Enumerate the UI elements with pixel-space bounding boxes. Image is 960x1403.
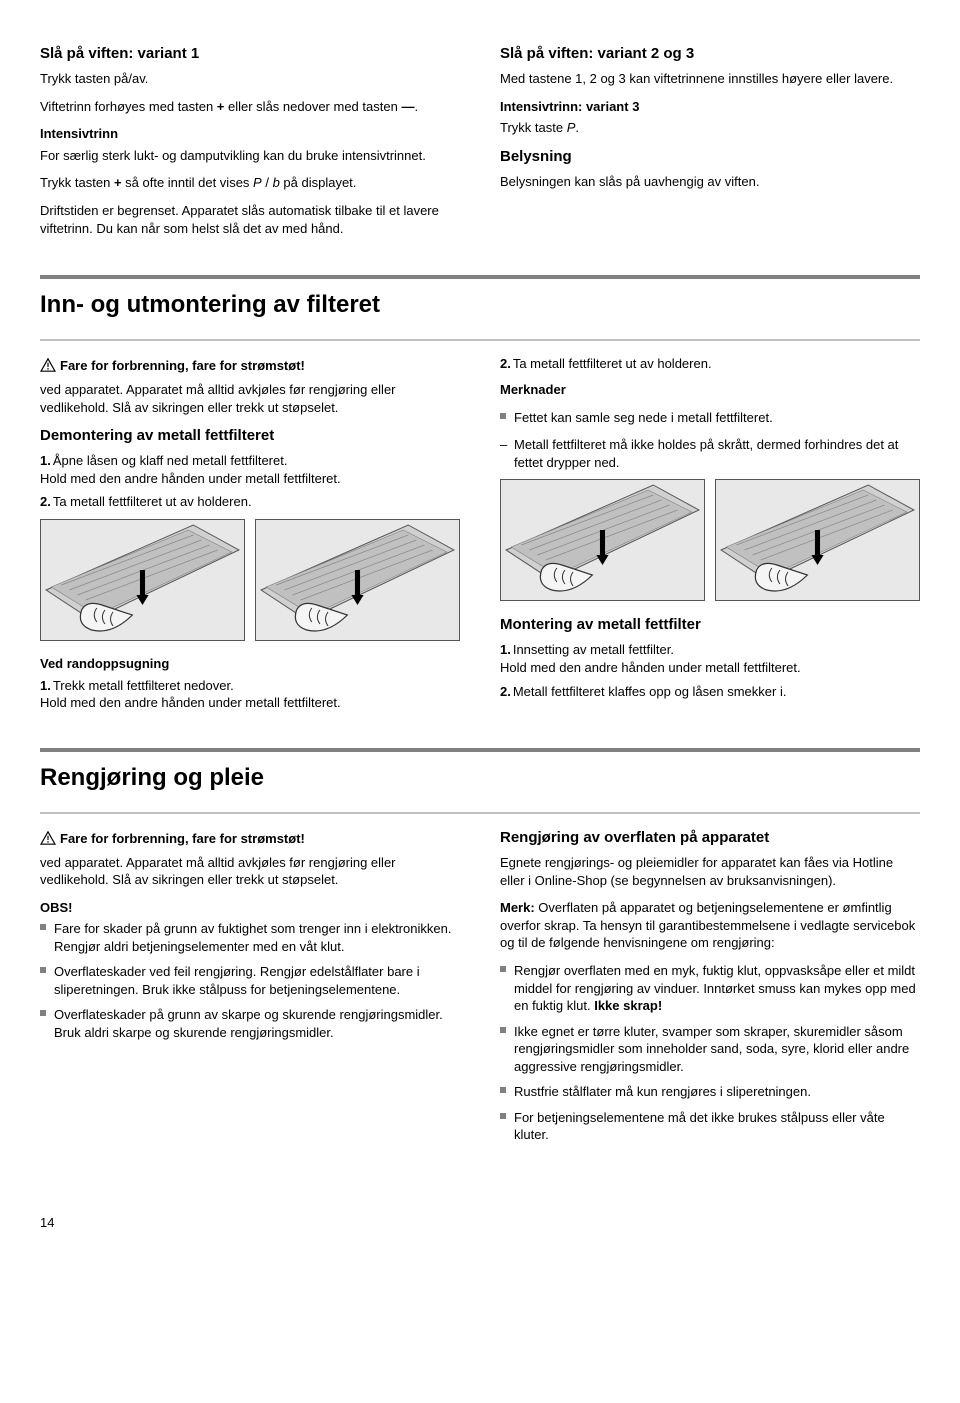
list-item: 2.Ta metall fettfilteret ut av holderen. [40,493,460,511]
heading-belysning: Belysning [500,147,920,167]
cleaning-list: Rengjør overflaten med en myk, fuktig kl… [500,962,920,1144]
list-item: 2.Ta metall fettfilteret ut av holderen. [500,355,920,373]
subsection-divider [40,812,920,814]
text: For særlig sterk lukt- og damputvikling … [40,147,460,165]
heading-montering: Montering av metall fettfilter [500,615,920,635]
text: Merk: Overflaten på apparatet og betjeni… [500,899,920,952]
list-item: Rengjør overflaten med en myk, fuktig kl… [500,962,920,1015]
left-column: Slå på viften: variant 1 Trykk tasten på… [40,40,460,247]
page-number: 14 [40,1214,920,1232]
steps-list: 1.Åpne låsen og klaff ned metall fettfil… [40,452,460,511]
filter-illustration [715,479,920,601]
text: Trykk taste P. [500,119,920,137]
list-item: For betjeningselementene må det ikke bru… [500,1109,920,1144]
text: Med tastene 1, 2 og 3 kan viftetrinnene … [500,70,920,88]
list-item: 2.Metall fettfilteret klaffes opp og lås… [500,683,920,701]
illustration-row [40,519,460,641]
heading-surface-cleaning: Rengjøring av overflaten på apparatet [500,828,920,848]
list-item: Rustfrie stålflater må kun rengjøres i s… [500,1083,920,1101]
heading-variant23: Slå på viften: variant 2 og 3 [500,44,920,64]
heading-obs: OBS! [40,899,460,917]
right-column: Rengjøring av overflaten på apparatet Eg… [500,824,920,1154]
section-divider [40,275,920,279]
list-item: Overflateskader ved feil rengjøring. Ren… [40,963,460,998]
heading-variant1: Slå på viften: variant 1 [40,44,460,64]
text: Viftetrinn forhøyes med tasten + eller s… [40,98,460,116]
dash-note: Metall fettfilteret må ikke holdes på sk… [500,436,920,471]
list-item: Overflateskader på grunn av skarpe og sk… [40,1006,460,1041]
list-item: 1.Åpne låsen og klaff ned metall fettfil… [40,452,460,487]
text: ved apparatet. Apparatet må alltid avkjø… [40,854,460,889]
cleaning-section: Fare for forbrenning, fare for strømstøt… [40,824,920,1154]
filter-illustration [255,519,460,641]
notes-list: Fettet kan samle seg nede i metall fettf… [500,409,920,427]
right-column: 2.Ta metall fettfilteret ut av holderen.… [500,351,920,719]
text: Trykk tasten + så ofte inntil det vises … [40,174,460,192]
warning-line: Fare for forbrenning, fare for strømstøt… [40,830,460,850]
section-title-filter: Inn- og utmontering av filteret [40,289,920,321]
left-column: Fare for forbrenning, fare for strømstøt… [40,824,460,1154]
list-item: 1.Trekk metall fettfilteret nedover.Hold… [40,677,460,712]
text: Egnete rengjørings- og pleiemidler for a… [500,854,920,889]
text: Belysningen kan slås på uavhengig av vif… [500,173,920,191]
fan-operation-section: Slå på viften: variant 1 Trykk tasten på… [40,40,920,247]
list-item: Fare for skader på grunn av fuktighet so… [40,920,460,955]
illustration-row [500,479,920,601]
filter-illustration [500,479,705,601]
heading-demontering: Demontering av metall fettfilteret [40,426,460,446]
list-item: Ikke egnet er tørre kluter, svamper som … [500,1023,920,1076]
warning-icon [40,831,56,850]
left-column: Fare for forbrenning, fare for strømstøt… [40,351,460,719]
text: Trykk tasten på/av. [40,70,460,88]
heading-randoppsugning: Ved randoppsugning [40,655,460,673]
text: Driftstiden er begrenset. Apparatet slås… [40,202,460,237]
section-divider [40,748,920,752]
steps-list: 1.Innsetting av metall fettfilter.Hold m… [500,641,920,700]
steps-list: 2.Ta metall fettfilteret ut av holderen. [500,355,920,373]
warning-icon [40,358,56,377]
text: ved apparatet. Apparatet må alltid avkjø… [40,381,460,416]
warning-line: Fare for forbrenning, fare for strømstøt… [40,357,460,377]
steps-list: 1.Trekk metall fettfilteret nedover.Hold… [40,677,460,712]
subsection-divider [40,339,920,341]
filter-section: Fare for forbrenning, fare for strømstøt… [40,351,920,719]
filter-illustration [40,519,245,641]
right-column: Slå på viften: variant 2 og 3 Med tasten… [500,40,920,247]
heading-intensiv: Intensivtrinn [40,125,460,143]
section-title-cleaning: Rengjøring og pleie [40,762,920,794]
caution-list: Fare for skader på grunn av fuktighet so… [40,920,460,1041]
list-item: Fettet kan samle seg nede i metall fettf… [500,409,920,427]
list-item: 1.Innsetting av metall fettfilter.Hold m… [500,641,920,676]
heading-intensiv3: Intensivtrinn: variant 3 [500,98,920,116]
merknader-label: Merknader [500,381,920,399]
